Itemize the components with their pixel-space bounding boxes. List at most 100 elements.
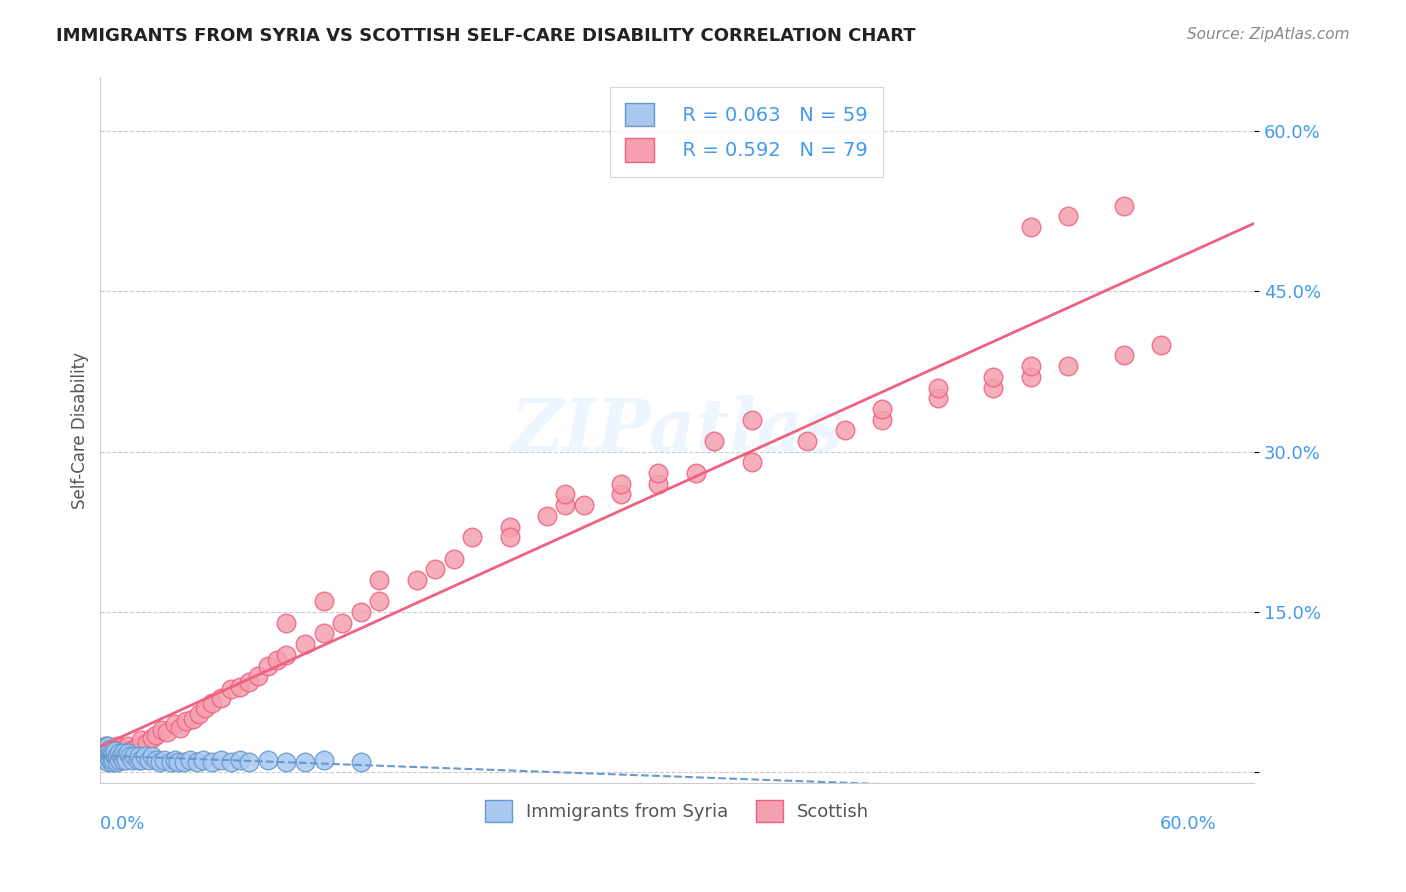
Text: Source: ZipAtlas.com: Source: ZipAtlas.com [1187,27,1350,42]
Point [160,755,183,769]
Point [647,466,669,480]
Point [94,753,117,767]
Point [108,746,131,760]
Point [97,755,120,769]
Point [104,746,127,760]
Point [111,742,134,756]
Point [983,369,1005,384]
Point [276,648,298,662]
Point [114,746,136,760]
Point [149,755,172,769]
Point [134,749,156,764]
Point [647,476,669,491]
Point [1056,210,1078,224]
Point [128,749,150,764]
Point [105,739,128,753]
Point [127,753,149,767]
Point [115,753,138,767]
Point [870,401,893,416]
Point [219,682,242,697]
Point [120,744,142,758]
Point [229,753,252,767]
Point [97,749,120,764]
Point [93,746,115,760]
Point [796,434,818,448]
Point [110,749,132,764]
Point [238,674,260,689]
Point [97,744,120,758]
Point [191,753,214,767]
Point [173,755,195,769]
Point [927,380,949,394]
Point [554,487,576,501]
Point [98,753,121,767]
Point [174,714,197,728]
Point [461,530,484,544]
Point [103,746,125,760]
Text: IMMIGRANTS FROM SYRIA VS SCOTTISH SELF-CARE DISABILITY CORRELATION CHART: IMMIGRANTS FROM SYRIA VS SCOTTISH SELF-C… [56,27,915,45]
Point [94,739,117,753]
Point [138,753,160,767]
Point [127,739,149,753]
Point [443,551,465,566]
Point [256,753,278,767]
Point [209,690,232,705]
Point [201,696,224,710]
Point [104,749,127,764]
Point [167,755,190,769]
Point [98,742,121,756]
Point [98,746,121,760]
Point [983,380,1005,394]
Point [120,749,142,764]
Point [1150,338,1173,352]
Text: 0.0%: 0.0% [100,815,146,833]
Point [93,749,115,764]
Point [368,573,391,587]
Point [91,744,114,758]
Point [188,706,211,721]
Point [91,744,114,758]
Point [100,744,122,758]
Point [105,755,128,769]
Point [100,749,122,764]
Point [122,749,145,764]
Point [1019,359,1042,373]
Point [405,573,427,587]
Point [498,519,520,533]
Point [135,735,157,749]
Point [97,746,120,760]
Point [152,753,174,767]
Point [105,749,128,764]
Point [610,487,633,501]
Point [741,412,763,426]
Point [276,755,298,769]
Point [741,455,763,469]
Point [94,744,117,758]
Point [219,755,242,769]
Y-axis label: Self-Care Disability: Self-Care Disability [72,351,89,508]
Point [330,615,353,630]
Point [554,498,576,512]
Point [186,755,208,769]
Legend: Immigrants from Syria, Scottish: Immigrants from Syria, Scottish [475,790,879,830]
Point [98,744,121,758]
Point [111,746,134,760]
Point [121,753,143,767]
Point [870,412,893,426]
Point [266,653,288,667]
Point [163,717,186,731]
Point [350,755,373,769]
Point [108,753,131,767]
Point [425,562,447,576]
Point [179,753,201,767]
Point [1019,369,1042,384]
Point [117,739,139,753]
Point [1112,348,1135,362]
Point [141,731,163,746]
Point [312,753,335,767]
Point [103,749,125,764]
Point [97,739,120,753]
Point [100,755,122,769]
Point [104,744,127,758]
Point [229,680,252,694]
